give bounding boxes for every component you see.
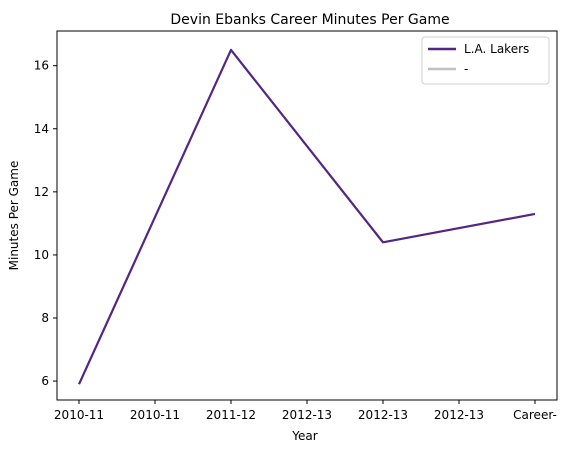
x-axis: 2010-11 2010-11 2011-12 2012-13 2012-13 2012-… bbox=[54, 400, 557, 422]
x-tick-label-3: 2012-13 bbox=[282, 408, 332, 422]
x-tick-label-2: 2011-12 bbox=[206, 408, 256, 422]
x-tick-label-4: 2012-13 bbox=[358, 408, 408, 422]
plot-lines bbox=[77, 48, 536, 385]
y-tick-label-4: 14 bbox=[34, 122, 49, 136]
x-tick-label-6: Career- bbox=[513, 408, 557, 422]
y-tick-label-1: 8 bbox=[41, 311, 49, 325]
chart-title: Devin Ebanks Career Minutes Per Game bbox=[170, 12, 449, 28]
series-line-0 bbox=[77, 48, 536, 385]
legend-label-1: - bbox=[464, 62, 468, 76]
legend: L.A. Lakers - bbox=[421, 36, 550, 85]
x-tick-label-0: 2010-11 bbox=[54, 408, 104, 422]
x-tick-label-1: 2010-11 bbox=[130, 408, 180, 422]
y-axis-label: Minutes Per Game bbox=[7, 161, 21, 271]
x-axis-label: Year bbox=[291, 429, 317, 443]
y-tick-label-3: 12 bbox=[34, 185, 49, 199]
y-axis: 6 8 10 12 14 16 bbox=[34, 59, 57, 388]
x-tick-label-5: 2012-13 bbox=[434, 408, 484, 422]
y-tick-label-2: 10 bbox=[34, 248, 49, 262]
y-tick-label-5: 16 bbox=[34, 59, 49, 73]
legend-label-0: L.A. Lakers bbox=[464, 42, 529, 56]
plot-frame bbox=[56, 30, 558, 401]
y-tick-label-0: 6 bbox=[41, 374, 49, 388]
axes bbox=[56, 30, 558, 401]
